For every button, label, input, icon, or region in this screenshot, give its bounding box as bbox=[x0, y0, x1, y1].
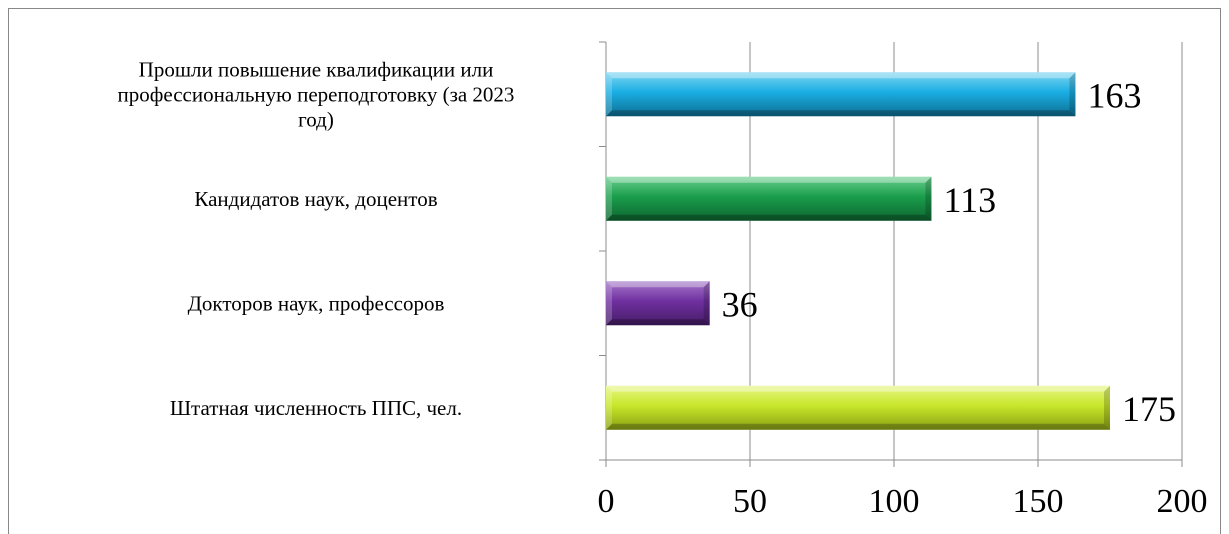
bar-body bbox=[606, 72, 1076, 117]
category-label-line: Кандидатов наук, доцентов bbox=[194, 187, 437, 211]
bar-bevel-top bbox=[606, 281, 710, 288]
category-label: Докторов наук, профессоров bbox=[188, 291, 445, 315]
bar bbox=[606, 72, 1076, 117]
bar-bevel-end bbox=[1104, 385, 1110, 430]
category-label-line: Докторов наук, профессоров bbox=[188, 291, 445, 315]
bar-bevel-bottom bbox=[606, 214, 932, 221]
category-label-line: Штатная численность ППС, чел. bbox=[170, 396, 462, 420]
x-tick-label: 200 bbox=[1157, 483, 1208, 520]
data-label: 175 bbox=[1122, 389, 1176, 429]
bar-bevel-end bbox=[925, 176, 932, 221]
chart-frame bbox=[8, 8, 1221, 534]
bar-body bbox=[606, 385, 1110, 430]
data-label: 36 bbox=[722, 284, 758, 324]
bar-body bbox=[606, 281, 710, 326]
bar-bevel-bottom bbox=[606, 423, 1110, 430]
bar-bevel-bottom bbox=[606, 319, 710, 326]
bar-bevel-end bbox=[1069, 72, 1076, 117]
x-tick-label: 0 bbox=[598, 483, 615, 520]
category-label: Прошли повышение квалификации или професс… bbox=[118, 57, 515, 131]
bar-body bbox=[606, 176, 932, 221]
bars bbox=[606, 72, 1110, 430]
bar-bevel-start bbox=[606, 281, 612, 326]
bar bbox=[606, 281, 710, 326]
category-label: Кандидатов наук, доцентов bbox=[194, 187, 437, 211]
x-tick-label: 50 bbox=[733, 483, 767, 520]
category-label-line: год) bbox=[298, 107, 334, 131]
bar bbox=[606, 385, 1110, 430]
x-tick-label: 100 bbox=[869, 483, 920, 520]
labels: 0 50 100 150 200 163 Прошли повышение квалифик… bbox=[118, 57, 1208, 520]
bar-bevel-start bbox=[606, 385, 612, 430]
bar-bevel-start bbox=[606, 176, 612, 221]
bar bbox=[606, 176, 932, 221]
category-label-line: профессиональную переподготовку (за 2023 bbox=[118, 82, 515, 106]
category-label: Штатная численность ППС, чел. bbox=[170, 396, 462, 420]
bar-bevel-top bbox=[606, 176, 932, 183]
bar-bevel-start bbox=[606, 72, 612, 117]
bar-bevel-bottom bbox=[606, 110, 1076, 117]
bar-bevel-top bbox=[606, 385, 1110, 392]
bar-bevel-top bbox=[606, 72, 1076, 79]
data-label: 163 bbox=[1087, 75, 1141, 115]
data-label: 113 bbox=[943, 180, 996, 220]
category-label-line: Прошли повышение квалификации или bbox=[139, 57, 494, 81]
bar-bevel-end bbox=[703, 281, 710, 326]
x-tick-label: 150 bbox=[1013, 483, 1064, 520]
